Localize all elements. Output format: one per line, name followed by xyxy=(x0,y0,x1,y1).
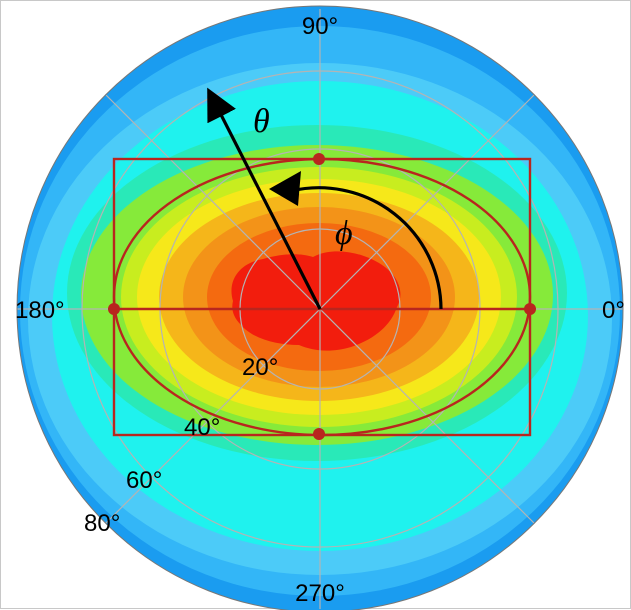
phi-arrowhead xyxy=(269,171,301,206)
radius-label-80: 80° xyxy=(84,510,120,537)
angle-label-180: 180° xyxy=(15,297,65,324)
left-marker-dot xyxy=(108,303,120,315)
right-marker-dot xyxy=(524,303,536,315)
radius-label-40: 40° xyxy=(184,414,220,441)
phi-arc xyxy=(290,186,443,310)
theta-arrow xyxy=(207,87,322,310)
overlay xyxy=(108,153,536,440)
top-marker-dot xyxy=(313,153,325,165)
radius-label-20: 20° xyxy=(242,354,278,381)
angle-label-270: 270° xyxy=(295,580,345,607)
angle-label-0: 0° xyxy=(602,297,625,324)
radius-label-60: 60° xyxy=(126,467,162,494)
phi-symbol: ϕ xyxy=(335,215,353,252)
theta-symbol: θ xyxy=(253,103,270,140)
bottom-marker-dot xyxy=(313,428,325,440)
plot-boundary xyxy=(16,5,624,610)
angle-label-90: 90° xyxy=(302,13,338,40)
